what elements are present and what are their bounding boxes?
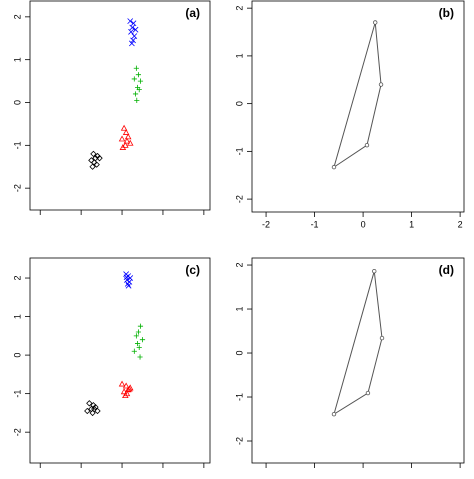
point	[124, 133, 132, 140]
y-tick-label: 1	[12, 314, 22, 319]
y-tick-label: 1	[12, 57, 22, 62]
point	[118, 135, 126, 142]
polygon-line	[333, 271, 383, 416]
point	[93, 161, 100, 168]
y-tick-label: 0	[234, 351, 244, 356]
point	[139, 337, 146, 343]
point	[89, 163, 96, 170]
point	[131, 348, 137, 354]
y-tick-label: -2	[234, 195, 244, 203]
point	[91, 405, 98, 413]
panel: (b) -2 -1 0 1 2 -2 -1 0 1 2	[234, 0, 465, 229]
y-tick-label: 2	[234, 263, 244, 268]
point	[137, 354, 143, 360]
point	[123, 274, 130, 281]
point	[122, 392, 129, 399]
plot-frame	[251, 0, 465, 213]
panel: (c) -2 -1 0 1 2	[12, 257, 211, 468]
vertex	[379, 335, 385, 341]
y-tick-label: 1	[234, 53, 244, 58]
point	[128, 28, 134, 35]
point	[122, 382, 130, 389]
point	[88, 157, 95, 164]
point	[124, 280, 131, 287]
point	[135, 72, 142, 78]
vertex	[331, 411, 337, 417]
panel-label: (a)	[185, 6, 200, 20]
x-tick-label: 1	[409, 219, 414, 229]
panel: (d) -2 -1 0 1 2	[234, 257, 465, 468]
point	[130, 37, 136, 44]
point	[122, 129, 130, 135]
point	[134, 340, 141, 347]
point	[126, 139, 134, 146]
point	[135, 329, 142, 335]
point	[133, 333, 139, 339]
point	[120, 124, 128, 131]
point	[90, 150, 97, 158]
point	[128, 40, 135, 47]
vertex	[331, 164, 337, 170]
plot-frame	[29, 0, 211, 211]
vertex	[364, 142, 370, 148]
point	[131, 33, 138, 40]
point	[118, 380, 126, 387]
y-tick-label: -1	[234, 147, 244, 155]
x-tick-label: -1	[311, 219, 319, 229]
point	[84, 407, 91, 415]
y-tick-label: 1	[234, 307, 244, 312]
point	[129, 24, 136, 31]
vertex	[365, 390, 371, 396]
point	[133, 65, 139, 71]
y-tick-label: 2	[12, 276, 22, 281]
point	[122, 141, 129, 148]
point	[136, 344, 142, 350]
point	[92, 403, 99, 411]
y-tick-label: 0	[12, 353, 22, 358]
point	[127, 18, 134, 25]
y-tick-label: -2	[12, 428, 22, 436]
y-tick-label: 2	[12, 14, 22, 19]
panel-label: (c)	[185, 263, 200, 277]
plot-frame	[251, 257, 465, 464]
plot-frame	[29, 257, 211, 464]
point	[86, 400, 93, 407]
point	[130, 20, 137, 27]
point	[124, 386, 132, 393]
panel-label: (b)	[439, 6, 454, 20]
vertex	[372, 268, 377, 274]
x-tick-label: 2	[458, 219, 463, 229]
panel-label: (d)	[439, 263, 454, 277]
point	[119, 144, 127, 150]
y-tick-label: -1	[12, 141, 22, 149]
point	[137, 323, 144, 329]
vertex	[378, 82, 384, 87]
y-tick-label: -1	[12, 390, 22, 398]
point	[136, 87, 142, 93]
point	[132, 26, 139, 33]
point	[137, 78, 144, 84]
y-tick-label: 2	[234, 6, 244, 11]
panel: (a) -2 -1 0 1 2	[12, 0, 211, 215]
vertex	[373, 20, 378, 25]
point	[123, 137, 131, 144]
point	[96, 155, 103, 162]
point	[131, 76, 137, 82]
y-tick-label: -2	[12, 184, 22, 192]
y-tick-label: 0	[12, 100, 22, 105]
point	[126, 385, 133, 392]
point	[120, 388, 128, 395]
y-tick-label: -2	[234, 437, 244, 445]
point	[134, 97, 140, 103]
polygon-line	[333, 22, 382, 169]
y-tick-label: 0	[234, 101, 244, 106]
x-tick-label: -2	[262, 219, 270, 229]
point	[132, 91, 139, 97]
y-tick-label: -1	[234, 393, 244, 401]
x-tick-label: 0	[361, 219, 366, 229]
point	[125, 282, 132, 289]
